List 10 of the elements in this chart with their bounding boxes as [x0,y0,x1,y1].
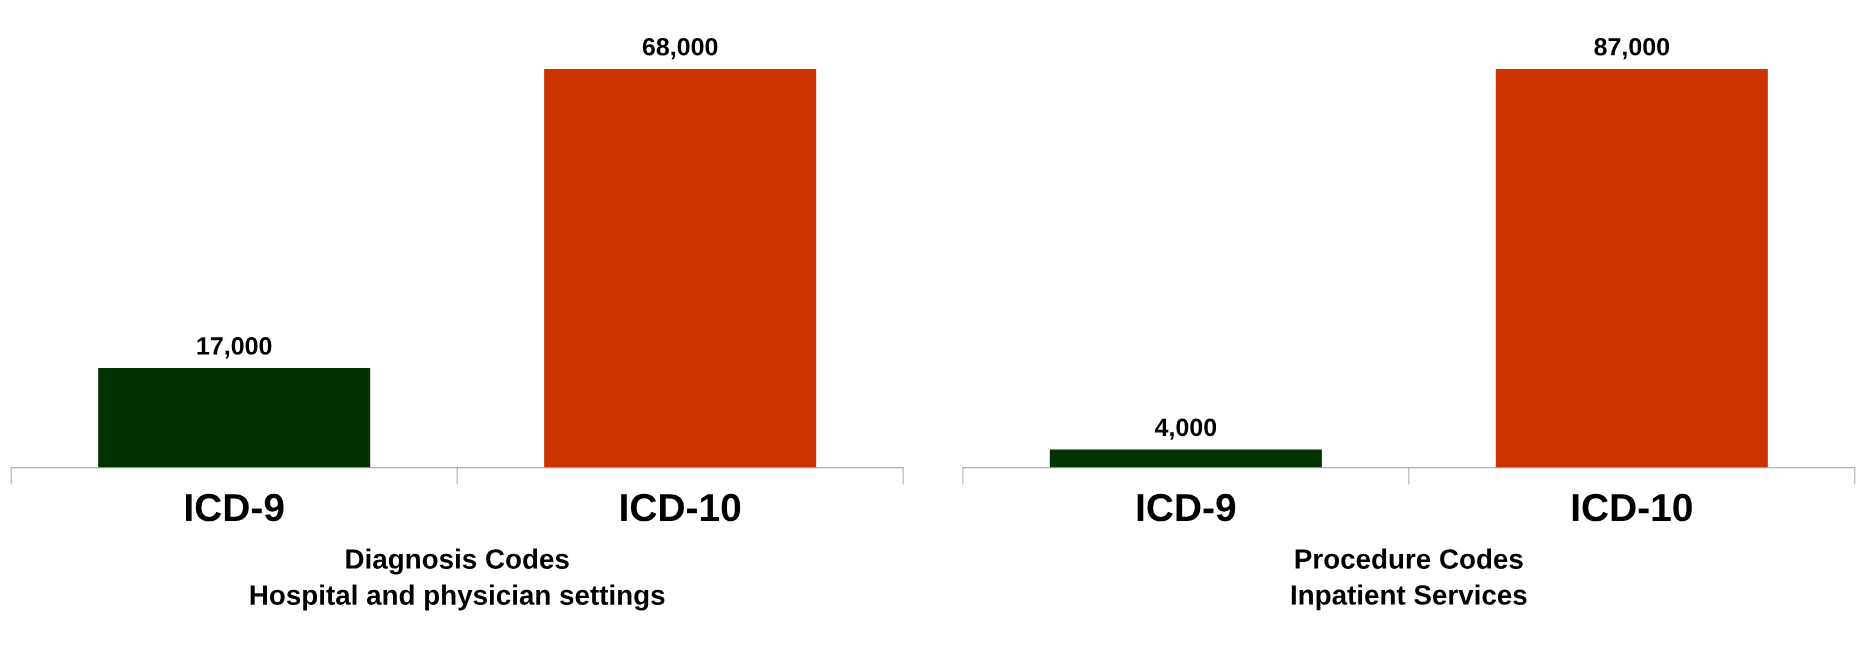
x-tick-label: ICD-10 [621,493,741,522]
data-label: 17,000 [197,337,272,359]
data-label: 68,000 [642,37,718,60]
x-tick-label: ICD-9 [186,493,284,522]
x-axis-title: Procedure Codes Inpatient Services [1291,548,1527,611]
x-tick-label: ICD-9 [1137,493,1236,522]
data-label: 4,000 [1154,418,1217,440]
data-label: 87,000 [1594,37,1670,60]
x-tick-label: ICD-10 [1572,493,1692,522]
x-axis-title: Diagnosis Codes Hospital and physician settings [250,548,665,611]
